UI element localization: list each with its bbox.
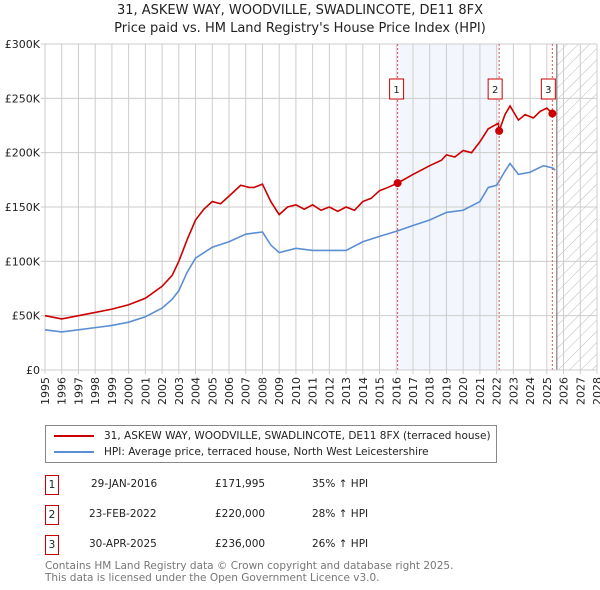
- series-line-hpi: [44, 162, 556, 333]
- x-tick-label: 2025: [541, 377, 554, 405]
- x-tick-label: 1999: [106, 377, 119, 405]
- x-tick-label: 2028: [591, 377, 600, 405]
- x-tick-label: 2006: [223, 377, 236, 405]
- plot-area: 1995 1996 1997 1998 1999 2000 2001 2002 2003 2004…: [5, 38, 600, 405]
- x-tick-label: 1995: [39, 377, 52, 405]
- footer-licence: This data is licensed under the Open Gov…: [45, 572, 380, 584]
- sale-date: 23-FEB-2022: [89, 508, 157, 520]
- x-tick-label: 1997: [72, 377, 85, 405]
- legend: 31, ASKEW WAY, WOODVILLE, SWADLINCOTE, D…: [45, 425, 497, 463]
- x-tick-label: 2013: [340, 377, 353, 405]
- series-line-property: [44, 104, 553, 320]
- footer-copyright: Contains HM Land Registry data © Crown c…: [45, 560, 454, 572]
- x-tick-label: 1998: [89, 377, 102, 405]
- legend-swatch-red: [54, 435, 94, 437]
- sale-row: 1 29-JAN-2016 £171,995 35% ↑ HPI: [45, 475, 495, 495]
- x-tick-label: 2011: [307, 377, 320, 405]
- x-tick-label: 2002: [156, 377, 169, 405]
- sale-row: 3 30-APR-2025 £236,000 26% ↑ HPI: [45, 535, 495, 555]
- sale-label: 1: [393, 85, 399, 96]
- x-tick-label: 2007: [240, 377, 253, 405]
- x-tick-label: 2023: [507, 377, 520, 405]
- y-tick-label: £300K: [5, 38, 41, 51]
- sale-number: 1: [45, 475, 59, 495]
- sale-number: 2: [45, 505, 59, 525]
- sale-row: 2 23-FEB-2022 £220,000 28% ↑ HPI: [45, 505, 495, 525]
- sale-point: [548, 109, 557, 118]
- sale-price: £236,000: [215, 538, 266, 550]
- x-tick-label: 2004: [190, 377, 203, 405]
- x-tick-label: 2001: [139, 377, 152, 405]
- legend-item-hpi: HPI: Average price, terraced house, Nort…: [54, 444, 429, 460]
- chart-title: 31, ASKEW WAY, WOODVILLE, SWADLINCOTE, D…: [116, 3, 484, 18]
- legend-label: HPI: Average price, terraced house, Nort…: [104, 446, 429, 458]
- y-tick-label: £250K: [5, 92, 41, 105]
- sale-price: £220,000: [215, 508, 266, 520]
- sale-label: 3: [545, 85, 551, 96]
- x-tick-label: 2027: [574, 377, 587, 405]
- x-tick-label: 2018: [424, 377, 437, 405]
- x-tick-label: 1996: [56, 377, 69, 405]
- footer: Contains HM Land Registry data © Crown c…: [45, 560, 453, 584]
- y-tick-label: £0: [26, 364, 40, 377]
- x-tick-label: 2019: [440, 377, 453, 405]
- x-tick-label: 2000: [123, 377, 136, 405]
- x-tick-label: 2024: [524, 377, 537, 405]
- y-tick-label: £100K: [5, 255, 41, 268]
- x-tick-label: 2010: [290, 377, 303, 405]
- sale-date: 29-JAN-2016: [91, 478, 158, 490]
- x-tick-label: 2005: [206, 377, 219, 405]
- sale-label-box: [487, 78, 503, 100]
- x-tick-label: 2015: [374, 377, 387, 405]
- sale-hpi: 28% ↑ HPI: [312, 508, 369, 520]
- x-tick-label: 2020: [457, 377, 470, 405]
- sale-price: £171,995: [215, 478, 266, 490]
- x-tick-label: 2026: [558, 377, 571, 405]
- legend-label: 31, ASKEW WAY, WOODVILLE, SWADLINCOTE, D…: [104, 430, 491, 442]
- sale-date: 30-APR-2025: [89, 538, 157, 550]
- sale-hpi: 35% ↑ HPI: [312, 478, 369, 490]
- y-tick-label: £200K: [5, 147, 41, 160]
- sale-point: [393, 179, 402, 188]
- y-tick-label: £150K: [5, 201, 41, 214]
- y-tick-label: £50K: [12, 310, 41, 323]
- sale-label-box: [389, 78, 405, 100]
- x-tick-label: 2017: [407, 377, 420, 405]
- x-tick-label: 2014: [357, 377, 370, 405]
- x-tick-label: 2022: [491, 377, 504, 405]
- sale-number: 3: [45, 535, 59, 555]
- chart-subtitle: Price paid vs. HM Land Registry's House …: [114, 21, 486, 36]
- sale-label: 2: [492, 85, 498, 96]
- sale-hpi: 26% ↑ HPI: [312, 538, 369, 550]
- x-tick-label: 2009: [273, 377, 286, 405]
- x-tick-label: 2012: [323, 377, 336, 405]
- legend-swatch-blue: [54, 451, 94, 453]
- legend-item-property: 31, ASKEW WAY, WOODVILLE, SWADLINCOTE, D…: [54, 428, 491, 444]
- x-tick-label: 2016: [390, 377, 403, 405]
- x-tick-label: 2008: [256, 377, 269, 405]
- sale-point: [495, 126, 504, 135]
- x-tick-label: 2003: [173, 377, 186, 405]
- x-tick-label: 2021: [474, 377, 487, 405]
- sale-label-box: [540, 78, 556, 100]
